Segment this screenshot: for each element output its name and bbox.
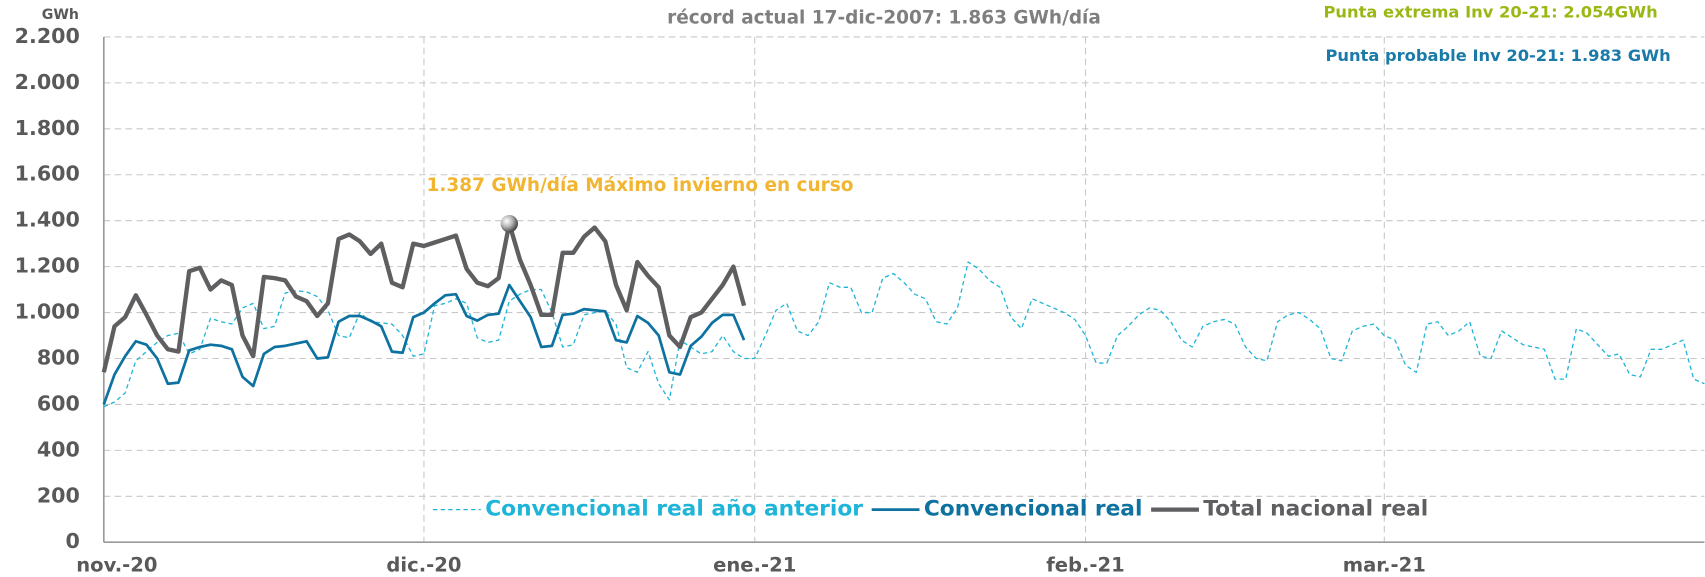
y-tick-label: 1.800 bbox=[15, 116, 80, 140]
legend-label: Total nacional real bbox=[1203, 497, 1428, 522]
x-tick-label: feb.-21 bbox=[1046, 554, 1125, 577]
y-tick-label: 1.600 bbox=[15, 162, 80, 186]
y-tick-label: 1.200 bbox=[15, 254, 80, 278]
annotation: Punta probable Inv 20-21: 1.983 GWh bbox=[1325, 46, 1670, 65]
y-unit: GWh bbox=[42, 7, 79, 23]
x-tick-label: mar.-21 bbox=[1343, 554, 1426, 577]
x-tick-label: dic.-20 bbox=[386, 554, 461, 577]
y-tick-label: 0 bbox=[66, 529, 80, 553]
y-tick-label: 1.400 bbox=[15, 208, 80, 232]
x-tick-label: nov.-20 bbox=[76, 554, 157, 577]
annotation: Punta extrema Inv 20-21: 2.054GWh bbox=[1324, 3, 1658, 22]
max-marker bbox=[500, 214, 518, 233]
series-line bbox=[102, 283, 746, 405]
y-tick-label: 1.000 bbox=[15, 300, 80, 324]
y-tick-label: 800 bbox=[37, 345, 80, 369]
series-line bbox=[103, 261, 1705, 408]
legend-label: Convencional real año anterior bbox=[485, 497, 863, 522]
y-tick-label: 400 bbox=[37, 437, 80, 461]
y-tick-label: 2.200 bbox=[15, 24, 80, 48]
legend-label: Convencional real bbox=[924, 497, 1143, 522]
chart-title: récord actual 17-dic-2007: 1.863 GWh/día bbox=[667, 7, 1101, 28]
annotation: 1.387 GWh/día Máximo invierno en curso bbox=[427, 175, 854, 196]
y-tick-label: 2.000 bbox=[15, 70, 80, 94]
x-tick-label: ene.-21 bbox=[713, 554, 796, 577]
y-tick-label: 200 bbox=[37, 483, 80, 507]
y-tick-label: 600 bbox=[37, 391, 80, 415]
series-line bbox=[101, 221, 747, 373]
